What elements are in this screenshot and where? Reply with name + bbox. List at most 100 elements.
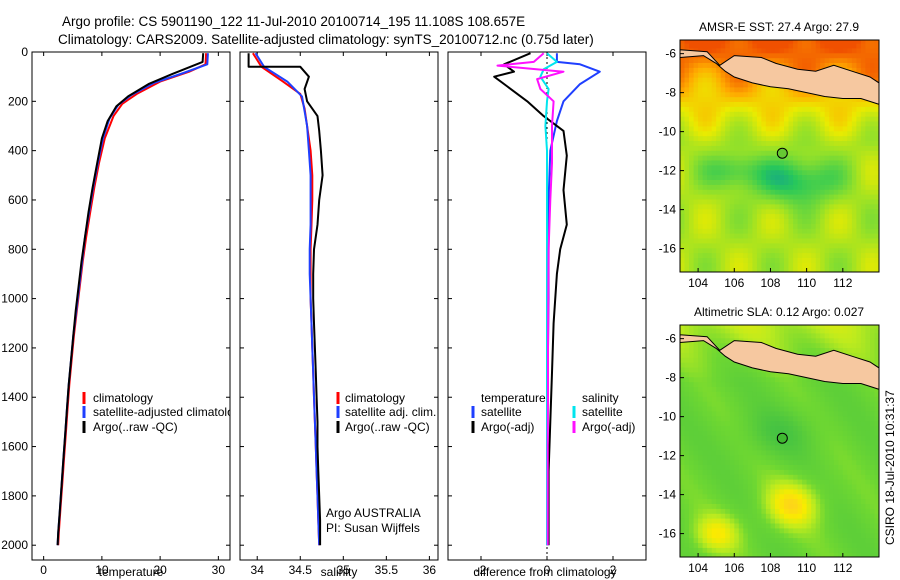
map-cell: [725, 435, 731, 441]
map-cell: [729, 213, 735, 219]
map-cell: [743, 218, 749, 224]
map-cell: [851, 237, 857, 244]
map-cell: [811, 140, 817, 146]
map-cell: [756, 145, 762, 151]
map-cell: [729, 325, 735, 329]
map-cell: [693, 488, 699, 495]
map-cell: [702, 532, 708, 539]
map-cell: [693, 474, 699, 480]
map-cell: [738, 459, 744, 465]
map-cell: [811, 42, 817, 49]
map-cell: [770, 194, 776, 200]
map-cell: [874, 116, 879, 122]
map-cell: [756, 106, 762, 112]
map-cell: [698, 106, 704, 112]
map-cell: [860, 228, 866, 234]
map-cell: [784, 194, 790, 200]
map-cell: [802, 479, 808, 485]
map-cell: [860, 150, 866, 156]
map-cell: [689, 72, 695, 78]
map-cell: [729, 91, 735, 98]
map-cell: [734, 247, 740, 254]
map-cell: [833, 508, 839, 514]
map-cell: [829, 164, 835, 171]
map-cell: [747, 430, 753, 436]
map-cell: [842, 420, 848, 426]
map-cell: [775, 522, 781, 529]
map-cell: [734, 449, 740, 456]
map-cell: [765, 101, 771, 107]
map-cell: [815, 198, 821, 205]
map-cell: [752, 552, 758, 557]
map-cell: [698, 325, 704, 329]
map-cell: [788, 435, 794, 441]
map-cell: [820, 381, 826, 387]
map-cell: [847, 247, 853, 254]
map-cell: [680, 474, 686, 480]
map-cell: [689, 386, 695, 392]
map-cell: [711, 449, 717, 456]
map-cell: [743, 140, 749, 146]
map-cell: [734, 464, 740, 470]
map-cell: [851, 513, 857, 519]
map-cell: [684, 425, 690, 431]
map-cell: [779, 508, 785, 514]
map-cell: [693, 518, 699, 524]
map-cell: [802, 425, 808, 431]
map-cell: [734, 508, 740, 514]
map-cell: [743, 174, 749, 180]
map-cell: [680, 371, 686, 378]
map-cell: [752, 120, 758, 127]
map-cell: [702, 237, 708, 244]
map-cell: [806, 223, 812, 229]
map-cell: [811, 101, 817, 107]
map-cell: [870, 189, 876, 195]
map-cell: [716, 325, 722, 329]
map-cell: [824, 405, 830, 412]
map-cell: [811, 155, 817, 161]
map-cell: [747, 396, 753, 402]
map-cell: [752, 91, 758, 98]
map-cell: [842, 337, 848, 344]
map-cell: [775, 542, 781, 548]
map-cell: [874, 430, 879, 436]
map-cell: [734, 194, 740, 200]
map-cell: [765, 552, 771, 557]
map-cell: [680, 96, 686, 102]
map-cell: [842, 125, 848, 132]
map-cell: [734, 130, 740, 137]
map-cell: [793, 91, 799, 98]
map-cell: [765, 120, 771, 127]
map-cell: [856, 125, 862, 132]
map-cell: [711, 366, 717, 373]
map-cell: [838, 401, 844, 407]
map-cell: [725, 140, 731, 146]
map-cell: [720, 479, 726, 485]
map-cell: [784, 425, 790, 431]
map-cell: [851, 223, 857, 229]
map-cell: [860, 203, 866, 210]
map-cell: [770, 391, 776, 397]
map-cell: [729, 527, 735, 534]
map-cell: [770, 410, 776, 417]
map-cell: [874, 120, 879, 127]
map-cell: [811, 96, 817, 102]
map-cell: [838, 247, 844, 254]
map-cell: [743, 81, 749, 88]
map-cell: [829, 140, 835, 146]
map-cell: [747, 155, 753, 161]
map-cell: [870, 386, 876, 392]
map-cell: [851, 552, 857, 557]
map-cell: [860, 522, 866, 529]
map-cell: [793, 396, 799, 402]
map-cell: [729, 498, 735, 504]
map-cell: [865, 522, 871, 529]
map-cell: [765, 237, 771, 244]
map-cell: [838, 396, 844, 402]
map-cell: [856, 527, 862, 534]
map-cell: [725, 106, 731, 112]
map-cell: [811, 352, 817, 358]
map-cell: [698, 91, 704, 98]
map-cell: [865, 120, 871, 127]
map-cell: [729, 155, 735, 161]
